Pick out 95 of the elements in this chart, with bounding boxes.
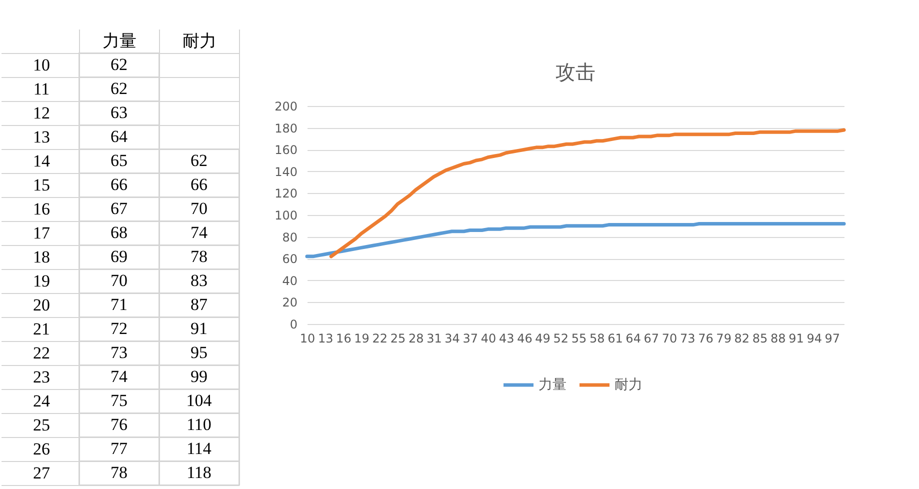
y-tick-label: 16 bbox=[33, 200, 50, 218]
x-tick-label: 28 bbox=[408, 332, 424, 346]
x-tick-label: 49 bbox=[535, 332, 550, 346]
x-tick-label: 94 bbox=[806, 332, 822, 346]
data-label: 99 bbox=[190, 367, 208, 386]
y-tick-label: 23 bbox=[33, 368, 50, 386]
x-tick-label: 70 bbox=[662, 332, 678, 346]
data-label: 62 bbox=[190, 151, 208, 170]
x-tick-label: 67 bbox=[644, 332, 660, 346]
x-tick-label: 79 bbox=[716, 332, 732, 346]
data-label: 62 bbox=[110, 79, 128, 98]
x-tick-label: 37 bbox=[462, 332, 478, 346]
x-tick-label: 10 bbox=[300, 332, 316, 346]
data-label: 65 bbox=[110, 151, 128, 170]
x-tick-label: 34 bbox=[444, 332, 460, 346]
y-tick-label: 24 bbox=[33, 392, 50, 410]
data-label: 75 bbox=[110, 391, 128, 410]
y-tick-label: 27 bbox=[33, 464, 50, 482]
data-label: 72 bbox=[110, 319, 128, 338]
x-tick-label: 58 bbox=[589, 332, 605, 346]
data-label: 74 bbox=[110, 367, 128, 386]
data-label: 110 bbox=[186, 415, 212, 434]
y-tick-label: 19 bbox=[33, 272, 50, 290]
y-tick-label: 11 bbox=[33, 80, 50, 98]
y-tick-label: 13 bbox=[33, 128, 50, 146]
x-tick-label: 97 bbox=[824, 332, 840, 346]
data-label: 78 bbox=[110, 463, 128, 482]
data-label: 95 bbox=[190, 343, 208, 362]
y-tick-label: 17 bbox=[33, 224, 50, 242]
data-label: 83 bbox=[190, 271, 208, 290]
y-tick-label: 40 bbox=[282, 274, 298, 288]
data-label: 77 bbox=[110, 439, 128, 458]
data-label: 64 bbox=[110, 127, 128, 146]
x-tick-label: 19 bbox=[354, 332, 370, 346]
y-tick-label: 0 bbox=[290, 318, 298, 332]
data-label: 74 bbox=[190, 223, 208, 242]
y-tick-label: 10 bbox=[33, 56, 50, 74]
x-tick-label: 91 bbox=[788, 332, 804, 346]
y-tick-label: 15 bbox=[33, 176, 50, 194]
chart-title: 攻击 bbox=[556, 60, 596, 84]
data-label: 70 bbox=[110, 271, 128, 290]
y-tick-label: 200 bbox=[274, 100, 298, 114]
data-label: 63 bbox=[110, 103, 128, 122]
data-label: 114 bbox=[186, 439, 212, 458]
y-tick-label: 22 bbox=[33, 344, 50, 362]
y-tick-label: 160 bbox=[274, 143, 298, 158]
y-tick-label: 80 bbox=[282, 230, 298, 244]
data-label: 66 bbox=[110, 175, 128, 194]
y-tick-label: 12 bbox=[33, 104, 50, 122]
data-label: 66 bbox=[190, 175, 208, 194]
data-label: 78 bbox=[190, 247, 208, 266]
x-tick-label: 31 bbox=[426, 332, 442, 346]
x-tick-label: 55 bbox=[571, 332, 587, 346]
data-label: 87 bbox=[190, 295, 208, 314]
data-label: 104 bbox=[186, 391, 212, 410]
line-series bbox=[329, 128, 846, 258]
y-tick-label: 14 bbox=[33, 152, 50, 170]
x-tick-label: 85 bbox=[752, 332, 768, 346]
x-tick-label: 82 bbox=[734, 332, 750, 346]
x-tick-label: 46 bbox=[517, 332, 532, 346]
y-tick-label: 21 bbox=[33, 320, 50, 338]
x-tick-label: 88 bbox=[770, 332, 786, 346]
data-label: 118 bbox=[186, 463, 212, 482]
y-tick-label: 140 bbox=[274, 164, 298, 179]
x-tick-label: 61 bbox=[608, 332, 623, 346]
y-tick-label: 100 bbox=[274, 208, 298, 222]
data-label: 73 bbox=[110, 343, 128, 362]
legend-label: 力量 bbox=[538, 377, 566, 393]
legend-label: 耐力 bbox=[614, 377, 642, 393]
line-series bbox=[305, 222, 846, 258]
data-label: 62 bbox=[110, 55, 128, 74]
y-tick-label: 60 bbox=[282, 252, 298, 266]
x-tick-label: 52 bbox=[553, 332, 569, 346]
y-tick-label: 25 bbox=[33, 416, 50, 434]
y-tick-label: 20 bbox=[33, 296, 50, 314]
data-label: 71 bbox=[110, 295, 128, 314]
data-label: 76 bbox=[110, 415, 128, 434]
data-label: 70 bbox=[190, 199, 208, 218]
y-tick-label: 20 bbox=[282, 296, 298, 310]
x-tick-label: 76 bbox=[698, 332, 714, 346]
x-tick-label: 73 bbox=[680, 332, 696, 346]
data-label: 68 bbox=[110, 223, 128, 242]
x-tick-label: 13 bbox=[318, 332, 334, 346]
data-label: 69 bbox=[110, 247, 128, 266]
y-tick-label: 18 bbox=[33, 248, 50, 266]
x-tick-label: 64 bbox=[626, 332, 641, 346]
x-tick-label: 22 bbox=[372, 332, 388, 346]
data-label: 67 bbox=[110, 199, 128, 218]
y-tick-label: 26 bbox=[33, 440, 50, 458]
x-tick-label: 40 bbox=[480, 332, 496, 346]
y-tick-label: 180 bbox=[274, 121, 298, 136]
y-tick-label: 120 bbox=[274, 186, 298, 201]
x-tick-label: 25 bbox=[390, 332, 406, 346]
x-tick-label: 43 bbox=[498, 332, 514, 346]
x-tick-label: 16 bbox=[336, 332, 352, 346]
